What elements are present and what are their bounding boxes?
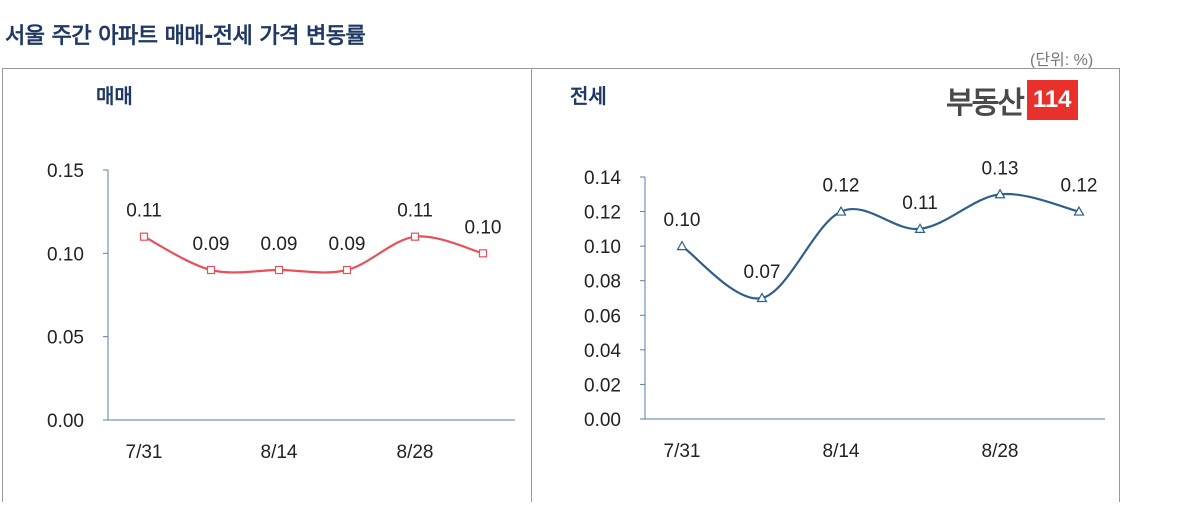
jeonse-data-label: 0.12 — [823, 176, 860, 197]
jeonse-y-tick-label: 0.02 — [584, 375, 621, 396]
panel-divider — [531, 68, 532, 502]
sale-data-label: 0.11 — [126, 201, 162, 222]
sale-data-label: 0.10 — [465, 217, 502, 238]
jeonse-data-point — [676, 240, 688, 251]
jeonse-y-tick-label: 0.14 — [584, 168, 621, 189]
jeonse-y-tick-label: 0.06 — [584, 306, 621, 327]
jeonse-data-label: 0.12 — [1061, 176, 1098, 197]
jeonse-x-tick-label: 7/31 — [664, 441, 701, 462]
jeonse-x-tick-label: 8/14 — [823, 441, 860, 462]
sale-data-point — [274, 265, 284, 275]
sale-data-point — [342, 265, 352, 275]
sale-y-tick-label: 0.05 — [47, 328, 84, 349]
sale-data-point — [410, 232, 420, 241]
logo-number: 114 — [1026, 80, 1078, 120]
sale-data-label: 0.11 — [397, 201, 433, 222]
brand-logo: 부동산 114 — [946, 80, 1078, 121]
sale-data-label: 0.09 — [193, 234, 230, 255]
sale-panel-title: 매매 — [96, 84, 133, 108]
sale-series-line — [143, 235, 484, 274]
sale-data-point — [139, 232, 149, 241]
jeonse-y-tick-label: 0.10 — [584, 237, 621, 258]
jeonse-data-label: 0.11 — [902, 193, 938, 214]
jeonse-series-line — [681, 192, 1080, 300]
sale-x-tick-label: 8/14 — [261, 442, 298, 463]
jeonse-y-tick-label: 0.00 — [584, 410, 621, 431]
jeonse-y-tick-label: 0.08 — [584, 272, 621, 293]
jeonse-data-point — [835, 205, 847, 216]
sale-data-label: 0.09 — [261, 234, 298, 255]
jeonse-x-tick-label: 8/28 — [982, 441, 1019, 462]
jeonse-data-label: 0.13 — [982, 158, 1019, 179]
jeonse-data-point — [994, 188, 1006, 199]
jeonse-data-point — [1073, 205, 1085, 216]
sale-x-tick-label: 7/31 — [126, 442, 163, 463]
sale-data-point — [206, 265, 216, 275]
sale-y-tick-label: 0.15 — [47, 161, 84, 182]
figure-title: 서울 주간 아파트 매매-전세 가격 변동률 — [5, 24, 366, 49]
sale-data-point — [478, 249, 488, 258]
jeonse-data-label: 0.07 — [744, 262, 781, 283]
jeonse-data-point — [756, 292, 768, 303]
chart-frame — [2, 68, 1120, 502]
sale-data-label: 0.09 — [329, 234, 366, 255]
sale-y-tick-label: 0.00 — [47, 411, 84, 432]
logo-text: 부동산 — [946, 86, 1025, 121]
jeonse-panel-title: 전세 — [570, 84, 607, 108]
jeonse-y-tick-label: 0.12 — [584, 203, 621, 224]
jeonse-y-tick-label: 0.04 — [584, 341, 621, 362]
unit-label: (단위: %) — [1030, 52, 1094, 69]
jeonse-data-point — [914, 223, 926, 233]
sale-y-tick-label: 0.10 — [47, 244, 84, 265]
sale-x-tick-label: 8/28 — [397, 442, 434, 463]
jeonse-data-label: 0.10 — [664, 210, 701, 231]
